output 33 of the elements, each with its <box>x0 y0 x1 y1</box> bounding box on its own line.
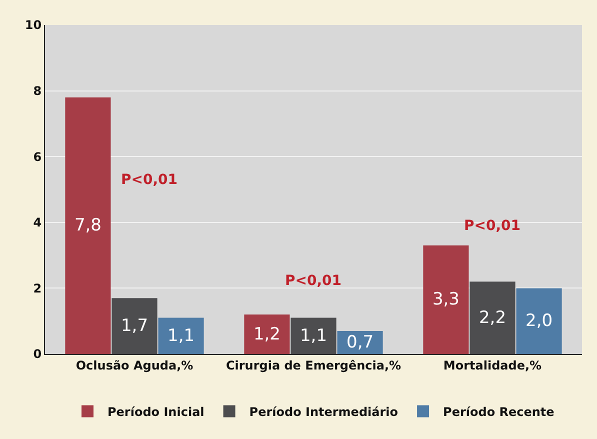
data-label: 3,3 <box>432 290 460 310</box>
bar <box>244 314 290 354</box>
y-tick-label: 6 <box>33 150 42 164</box>
legend-label: Período Inicial <box>108 404 204 419</box>
y-tick-label: 4 <box>33 216 42 230</box>
bar <box>470 282 516 354</box>
data-label: 2,0 <box>526 311 553 332</box>
bar <box>112 298 158 354</box>
bar <box>158 318 204 354</box>
data-label: 1,2 <box>253 324 280 344</box>
y-tick-label: 2 <box>33 281 42 296</box>
x-tick-label: Oclusão Aguda,% <box>76 358 194 372</box>
annotation: P<0,01 <box>285 273 342 289</box>
data-label: 0,7 <box>346 332 374 352</box>
y-tick-label: 8 <box>33 84 42 98</box>
data-label: 1,1 <box>300 326 328 346</box>
y-tick-label: 10 <box>24 18 42 32</box>
data-label: 2,2 <box>478 308 506 328</box>
legend-label: Período Intermediário <box>249 404 398 419</box>
bar <box>337 330 383 354</box>
data-label: 1,1 <box>168 326 195 346</box>
bar <box>65 97 111 354</box>
data-label: 1,7 <box>120 316 148 336</box>
annotation: P<0,01 <box>464 218 521 234</box>
data-label: 7,8 <box>74 216 102 236</box>
legend-label: Período Recente <box>443 404 554 419</box>
x-tick-label: Cirurgia de Emergência,% <box>226 358 402 372</box>
annotation: P<0,01 <box>121 172 178 188</box>
bar <box>423 245 469 354</box>
bar <box>290 318 336 354</box>
y-tick-label: 0 <box>33 347 42 362</box>
bar <box>516 288 562 354</box>
x-tick-label: Mortalidade,% <box>443 358 542 372</box>
